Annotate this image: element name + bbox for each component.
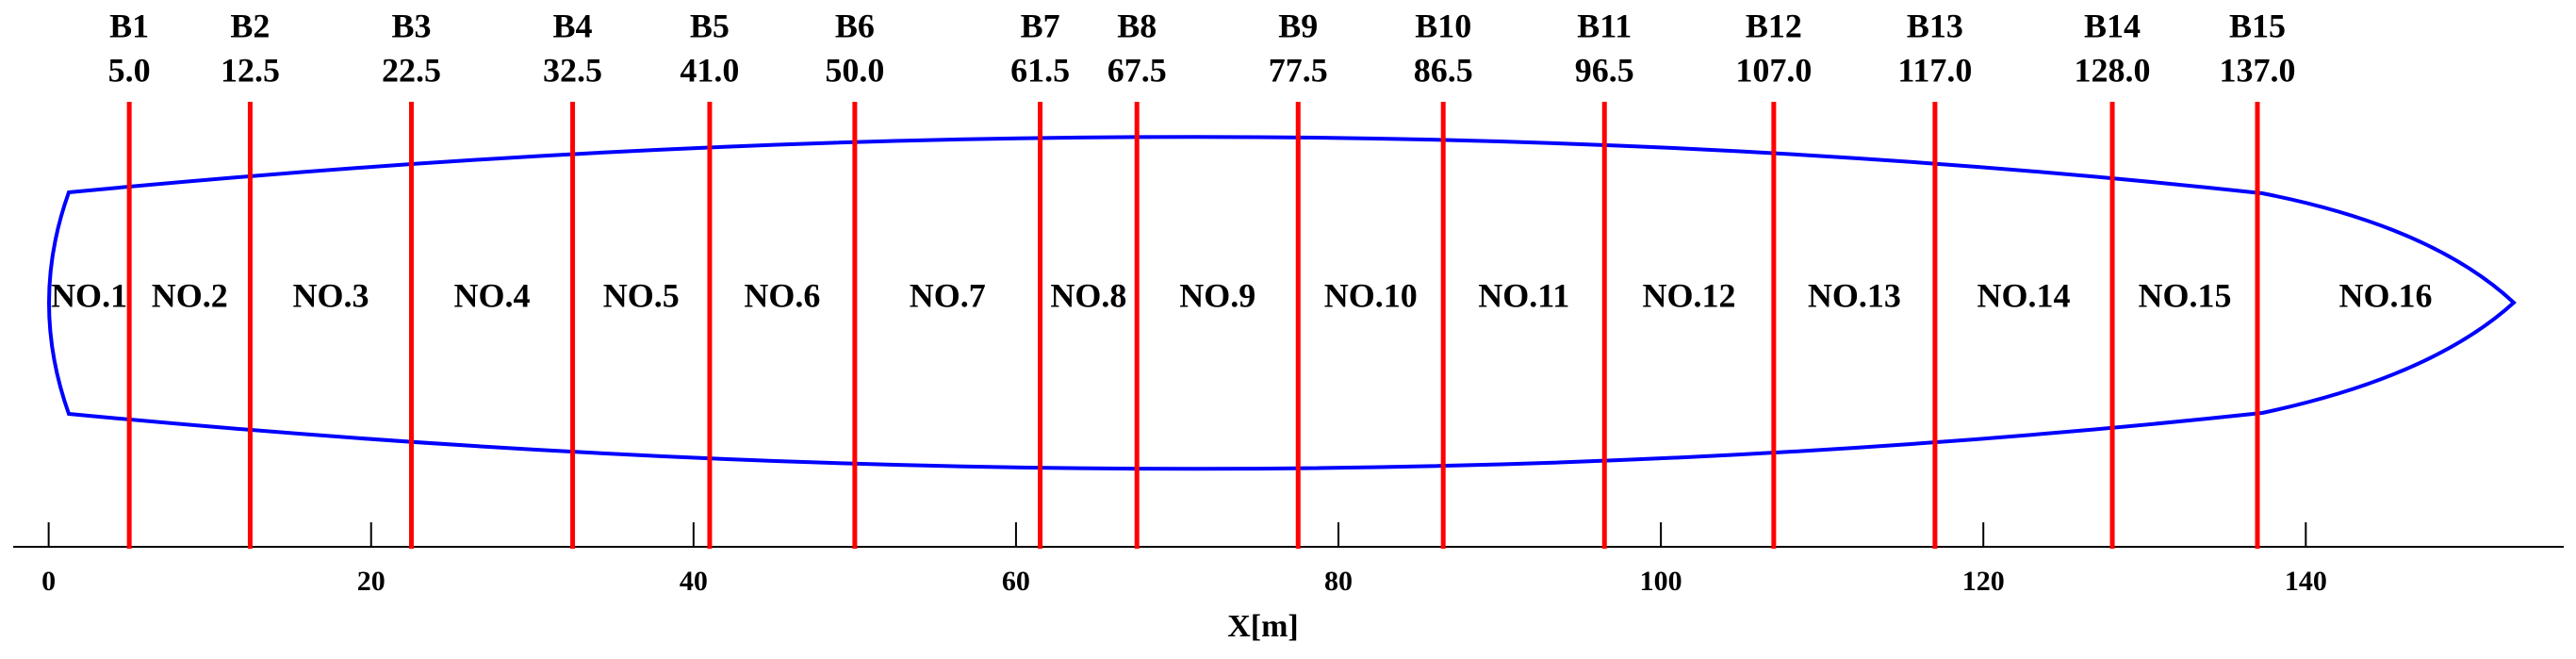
x-axis-label: X[m] — [1227, 609, 1299, 644]
x-tick-label: 140 — [2285, 566, 2327, 597]
bulkhead-position: 107.0 — [1735, 51, 1812, 89]
bulkhead-position: 117.0 — [1897, 51, 1972, 89]
bulkhead-position: 12.5 — [221, 51, 280, 89]
hull-outline — [47, 135, 2517, 471]
x-tick-label: 0 — [41, 566, 56, 597]
compartment-label: NO.7 — [910, 276, 986, 314]
compartment-label: NO.15 — [2139, 276, 2232, 314]
compartment-label: NO.2 — [152, 276, 228, 314]
bulkhead-name: B13 — [1907, 7, 1963, 44]
bulkhead-name: B15 — [2229, 7, 2286, 44]
x-tick-label: 60 — [1002, 566, 1030, 597]
x-tick-label: 80 — [1324, 566, 1353, 597]
bulkhead-position: 22.5 — [382, 51, 441, 89]
bulkhead-name: B10 — [1415, 7, 1471, 44]
bulkhead-name: B7 — [1021, 7, 1060, 44]
bulkhead-name: B3 — [391, 7, 431, 44]
compartment-label: NO.13 — [1808, 276, 1901, 314]
bulkhead-name: B12 — [1746, 7, 1802, 44]
compartment-label: NO.10 — [1324, 276, 1418, 314]
bulkhead-position: 61.5 — [1010, 51, 1070, 89]
bulkhead-name: B14 — [2084, 7, 2141, 44]
bulkhead-name: B6 — [835, 7, 875, 44]
x-tick-label: 40 — [680, 566, 708, 597]
bulkhead-position: 86.5 — [1414, 51, 1473, 89]
compartment-label: NO.14 — [1977, 276, 2070, 314]
compartment-label: NO.11 — [1478, 276, 1569, 314]
bulkhead-position: 67.5 — [1108, 51, 1167, 89]
compartment-label: NO.8 — [1050, 276, 1126, 314]
bulkhead-position: 96.5 — [1575, 51, 1634, 89]
compartment-label: NO.6 — [744, 276, 820, 314]
compartment-label: NO.5 — [603, 276, 680, 314]
bulkhead-position: 5.0 — [108, 51, 151, 89]
bulkhead-position: 137.0 — [2220, 51, 2296, 89]
compartment-label: NO.1 — [51, 276, 127, 314]
compartment-label: NO.3 — [292, 276, 369, 314]
bulkhead-name: B11 — [1577, 7, 1632, 44]
x-tick-label: 20 — [357, 566, 386, 597]
bulkhead-name: B9 — [1278, 7, 1318, 44]
bulkhead-name: B1 — [109, 7, 149, 44]
compartment-label: NO.9 — [1179, 276, 1255, 314]
x-tick-label: 120 — [1962, 566, 2005, 597]
compartment-label: NO.4 — [454, 276, 531, 314]
bulkhead-name: B5 — [690, 7, 730, 44]
bulkhead-name: B2 — [230, 7, 270, 44]
bulkhead-name: B4 — [553, 7, 593, 44]
compartment-label: NO.12 — [1643, 276, 1736, 314]
bulkhead-position: 32.5 — [543, 51, 602, 89]
x-tick-label: 100 — [1640, 566, 1682, 597]
bulkhead-position: 41.0 — [680, 51, 739, 89]
bulkhead-name: B8 — [1117, 7, 1157, 44]
bulkhead-position: 50.0 — [825, 51, 884, 89]
compartment-label: NO.16 — [2339, 276, 2433, 314]
bulkhead-position: 77.5 — [1269, 51, 1328, 89]
bulkhead-position: 128.0 — [2075, 51, 2151, 89]
